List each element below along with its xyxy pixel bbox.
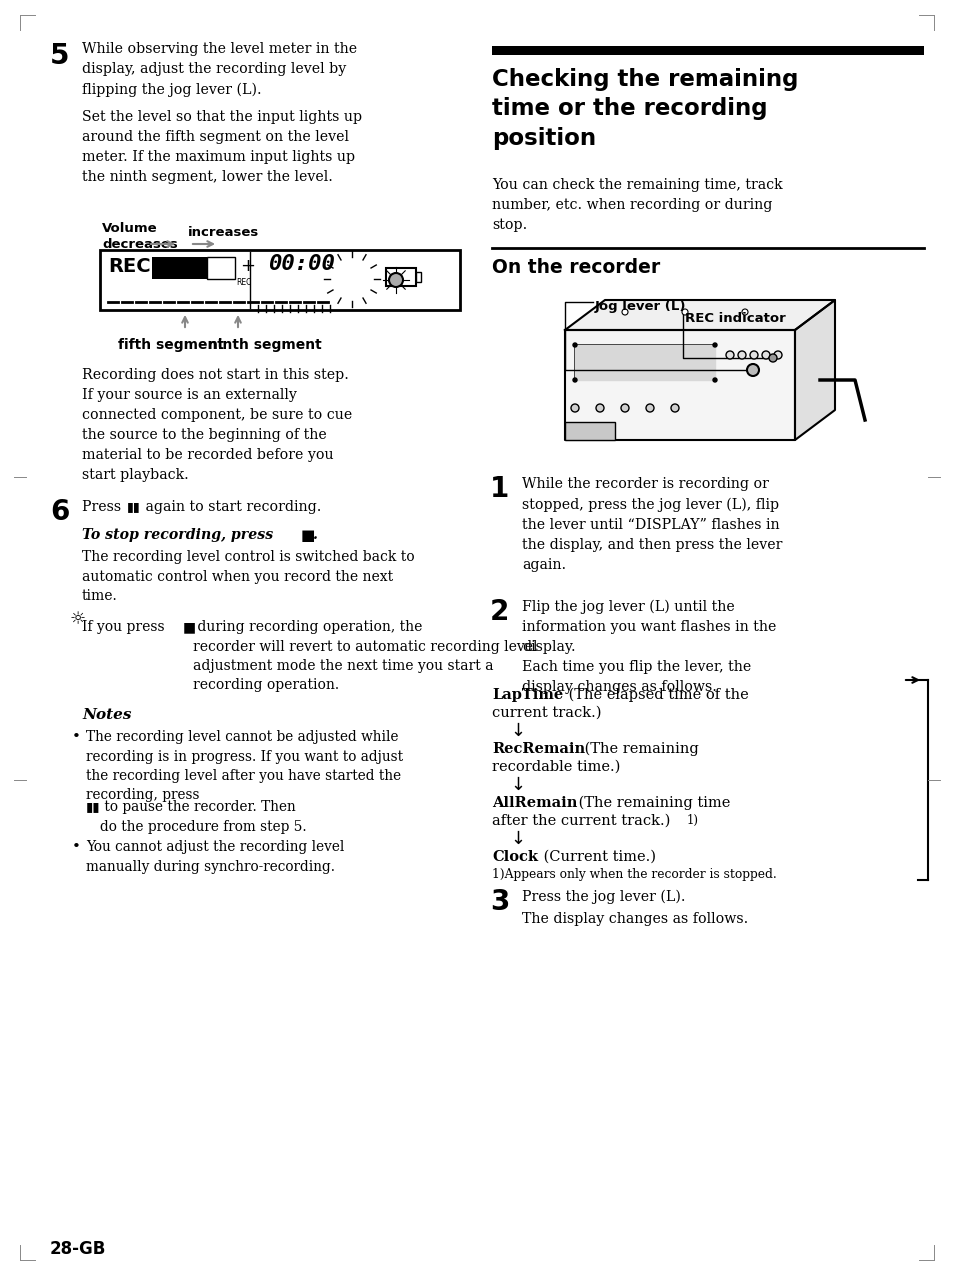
Circle shape — [571, 404, 578, 412]
Text: again to start recording.: again to start recording. — [141, 500, 321, 514]
Text: If you press: If you press — [82, 620, 169, 634]
Text: The display changes as follows.: The display changes as follows. — [521, 912, 747, 926]
Text: recordable time.): recordable time.) — [492, 760, 619, 775]
Text: The recording level cannot be adjusted while
recording is in progress. If you wa: The recording level cannot be adjusted w… — [86, 730, 403, 803]
Text: ↓: ↓ — [510, 776, 524, 794]
Circle shape — [573, 378, 577, 382]
Text: 00:00: 00:00 — [268, 254, 335, 274]
Text: (The elapsed time of the: (The elapsed time of the — [563, 688, 748, 702]
Text: Volume
decreases: Volume decreases — [102, 222, 177, 251]
Text: 2: 2 — [490, 598, 509, 627]
Text: +: + — [240, 256, 254, 276]
Text: You can check the remaining time, track
number, etc. when recording or during
st: You can check the remaining time, track … — [492, 177, 781, 232]
Text: (The remaining time: (The remaining time — [574, 796, 730, 810]
Circle shape — [761, 351, 769, 359]
Text: after the current track.): after the current track.) — [492, 814, 670, 828]
Text: ▮▮: ▮▮ — [86, 800, 100, 813]
Circle shape — [741, 309, 747, 315]
Circle shape — [712, 378, 717, 382]
Circle shape — [389, 273, 402, 287]
Text: LapTime: LapTime — [492, 688, 562, 702]
Bar — [152, 256, 207, 279]
Text: REC: REC — [108, 256, 151, 276]
Circle shape — [768, 353, 776, 362]
Text: While the recorder is recording or
stopped, press the jog lever (L), flip
the le: While the recorder is recording or stopp… — [521, 477, 781, 572]
Text: 1)Appears only when the recorder is stopped.: 1)Appears only when the recorder is stop… — [492, 868, 776, 880]
Text: Recording does not start in this step.
If your source is an externally
connected: Recording does not start in this step. I… — [82, 367, 352, 482]
Text: Each time you flip the lever, the
display changes as follows.: Each time you flip the lever, the displa… — [521, 660, 750, 694]
Text: Jog lever (L): Jog lever (L) — [595, 300, 686, 313]
Text: ▮▮: ▮▮ — [127, 500, 141, 513]
Text: To stop recording, press: To stop recording, press — [82, 528, 278, 542]
Text: On the recorder: On the recorder — [492, 258, 659, 277]
Circle shape — [773, 351, 781, 359]
Text: ↓: ↓ — [510, 829, 524, 849]
Circle shape — [670, 404, 679, 412]
Bar — [100, 250, 459, 310]
Text: ☼: ☼ — [70, 610, 86, 628]
Circle shape — [712, 343, 717, 347]
Text: Press: Press — [82, 500, 126, 514]
Text: Checking the remaining
time or the recording
position: Checking the remaining time or the recor… — [492, 68, 798, 149]
Circle shape — [725, 351, 733, 359]
Text: .: . — [313, 528, 317, 542]
Text: Clock: Clock — [492, 850, 537, 864]
Text: ■: ■ — [301, 528, 315, 544]
Text: current track.): current track.) — [492, 706, 601, 720]
Text: REC indicator: REC indicator — [684, 313, 785, 325]
Circle shape — [749, 351, 758, 359]
Circle shape — [746, 364, 759, 376]
Bar — [416, 272, 420, 282]
Bar — [207, 256, 234, 279]
Text: ↓: ↓ — [510, 722, 524, 740]
Text: •: • — [71, 840, 81, 854]
Text: You cannot adjust the recording level
manually during synchro-recording.: You cannot adjust the recording level ma… — [86, 840, 344, 874]
Circle shape — [573, 343, 577, 347]
Circle shape — [621, 309, 627, 315]
Text: 1): 1) — [686, 814, 699, 827]
Text: increases: increases — [188, 226, 259, 239]
Text: 1: 1 — [490, 475, 509, 503]
Text: to pause the recorder. Then
do the procedure from step 5.: to pause the recorder. Then do the proce… — [100, 800, 306, 833]
Circle shape — [738, 351, 745, 359]
Text: (The remaining: (The remaining — [579, 743, 698, 757]
Bar — [492, 46, 923, 55]
Text: AllRemain: AllRemain — [492, 796, 577, 810]
Text: Notes: Notes — [82, 708, 132, 722]
Text: •: • — [71, 730, 81, 744]
Text: ninth segment: ninth segment — [208, 338, 321, 352]
Polygon shape — [794, 300, 834, 440]
Circle shape — [596, 404, 603, 412]
Text: 3: 3 — [490, 888, 509, 916]
Text: While observing the level meter in the
display, adjust the recording level by
fl: While observing the level meter in the d… — [82, 42, 356, 97]
Text: Set the level so that the input lights up
around the fifth segment on the level
: Set the level so that the input lights u… — [82, 110, 362, 184]
Circle shape — [681, 309, 687, 315]
Text: ■: ■ — [183, 620, 196, 634]
Bar — [564, 422, 615, 440]
Text: 6: 6 — [50, 498, 70, 526]
Text: REC: REC — [235, 278, 251, 287]
Text: fifth segment: fifth segment — [118, 338, 224, 352]
Polygon shape — [564, 330, 794, 440]
Text: RecRemain: RecRemain — [492, 743, 584, 755]
Text: 5: 5 — [50, 42, 70, 70]
Text: Flip the jog lever (L) until the
information you want flashes in the
display.: Flip the jog lever (L) until the informa… — [521, 600, 776, 655]
Bar — [386, 268, 416, 286]
Circle shape — [620, 404, 628, 412]
Polygon shape — [564, 300, 834, 330]
Text: The recording level control is switched back to
automatic control when you recor: The recording level control is switched … — [82, 550, 415, 604]
Text: 28-GB: 28-GB — [50, 1240, 107, 1258]
Circle shape — [645, 404, 654, 412]
Polygon shape — [575, 345, 714, 380]
Text: Press the jog lever (L).: Press the jog lever (L). — [521, 889, 685, 905]
Text: (Current time.): (Current time.) — [538, 850, 656, 864]
Text: during recording operation, the
recorder will revert to automatic recording leve: during recording operation, the recorder… — [193, 620, 537, 693]
